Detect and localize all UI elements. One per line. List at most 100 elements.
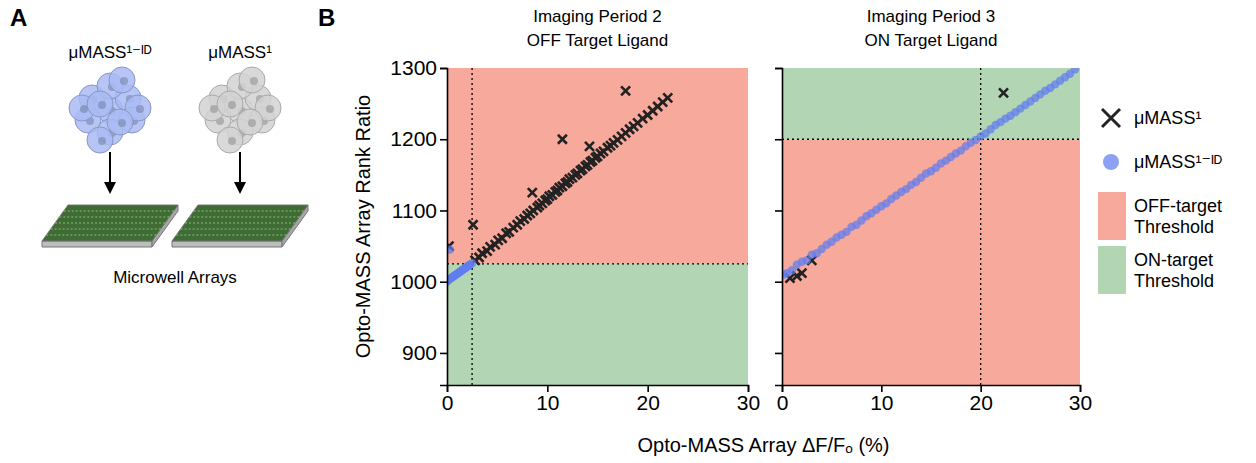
cell-cluster bbox=[199, 67, 281, 153]
arrow-shaft bbox=[109, 152, 111, 186]
axis-line bbox=[448, 386, 749, 393]
tick-label: 10 bbox=[536, 391, 559, 414]
threshold-line bbox=[782, 139, 1080, 140]
figure: ABμMASS¹⁻ᴵᴰμMASS¹Microwell Arrays0102030… bbox=[0, 0, 1256, 463]
plate-top bbox=[172, 205, 308, 241]
tspan: ON-target bbox=[1134, 250, 1218, 270]
threshold-region bbox=[782, 139, 1080, 385]
well-row bbox=[51, 229, 161, 230]
point-x bbox=[999, 88, 1008, 97]
tick-mark bbox=[440, 353, 447, 355]
group-label: μMASS¹ bbox=[208, 43, 272, 62]
y-axis bbox=[775, 69, 783, 386]
nucleus bbox=[98, 137, 106, 145]
legend-label: OFF-target Threshold bbox=[1134, 196, 1227, 237]
cell bbox=[237, 109, 263, 135]
diagram: μMASS¹⁻ᴵᴰ μMASS¹ Microwell Arrays bbox=[42, 43, 308, 287]
tick: 20 bbox=[636, 385, 659, 414]
plot-area bbox=[782, 68, 1080, 385]
tick-mark bbox=[440, 139, 447, 141]
tick: 10 bbox=[536, 385, 559, 414]
tick-label: 1200 bbox=[390, 127, 437, 150]
nucleus bbox=[120, 77, 128, 85]
axis-line bbox=[783, 386, 1081, 393]
well-row bbox=[194, 211, 304, 212]
tick bbox=[775, 282, 782, 283]
point-x bbox=[621, 86, 630, 95]
diagram-caption: Microwell Arrays bbox=[113, 268, 237, 287]
well-row bbox=[64, 211, 174, 212]
legend-swatch bbox=[1098, 192, 1126, 240]
well-row bbox=[185, 223, 295, 224]
tick-label: 1300 bbox=[390, 56, 437, 79]
tick: 20 bbox=[969, 385, 992, 414]
series bbox=[785, 88, 1008, 282]
tick: 1000 bbox=[390, 270, 447, 293]
nucleus bbox=[228, 137, 236, 145]
tick-mark bbox=[440, 281, 447, 283]
x-axis-title: Opto-MASS Array ΔF/Fₒ (%) bbox=[637, 434, 889, 456]
arrow-head bbox=[104, 182, 116, 194]
y-axis-title: Opto-MASS Array Rank Ratio bbox=[352, 95, 374, 358]
threshold-line bbox=[980, 68, 981, 385]
nucleus bbox=[118, 119, 126, 127]
tick: 1200 bbox=[390, 127, 447, 150]
y-axis: 900 1000 1100 1200 1300 bbox=[390, 56, 447, 385]
tick: 1100 bbox=[392, 199, 447, 222]
group-label: μMASS¹⁻ᴵᴰ bbox=[68, 43, 151, 62]
axis-line bbox=[775, 69, 783, 386]
tick: 0 bbox=[777, 385, 789, 414]
tick: 30 bbox=[1069, 385, 1092, 414]
tspan: OFF-target bbox=[1134, 196, 1227, 216]
nucleus bbox=[248, 119, 256, 127]
well-row bbox=[46, 235, 156, 236]
cell bbox=[239, 67, 265, 93]
chart-title: Imaging Period 3 bbox=[867, 7, 996, 26]
tick-label: 10 bbox=[870, 391, 893, 414]
tick-label: 20 bbox=[969, 391, 992, 414]
tick-mark bbox=[775, 210, 782, 212]
panel-label: A bbox=[10, 4, 27, 31]
legend-marker bbox=[1103, 154, 1119, 170]
series bbox=[782, 68, 1079, 279]
nucleus bbox=[266, 105, 274, 113]
series bbox=[447, 86, 672, 265]
tick-label: 30 bbox=[1069, 391, 1092, 414]
well-row bbox=[55, 223, 165, 224]
point-x bbox=[469, 220, 478, 229]
tick: 30 bbox=[737, 385, 760, 414]
legend-marker bbox=[1102, 109, 1120, 127]
well-row bbox=[176, 235, 286, 236]
nucleus bbox=[136, 105, 144, 113]
cell bbox=[107, 109, 133, 135]
point-x bbox=[585, 142, 594, 151]
nucleus bbox=[98, 101, 106, 109]
tick bbox=[775, 210, 782, 211]
threshold-region bbox=[782, 68, 1080, 139]
tick-label: 900 bbox=[402, 341, 437, 364]
tick-label: 0 bbox=[442, 391, 454, 414]
tick-label: 20 bbox=[636, 391, 659, 414]
cell bbox=[109, 67, 135, 93]
legend: μMASS¹μMASS¹⁻ᴵᴰOFF-target ThresholdON-ta… bbox=[1098, 108, 1227, 294]
tick bbox=[775, 68, 782, 69]
arrow-head bbox=[234, 182, 246, 194]
tick bbox=[775, 353, 782, 354]
tick bbox=[775, 139, 782, 140]
cell bbox=[87, 127, 113, 153]
legend-swatch bbox=[1098, 246, 1126, 294]
plate-side bbox=[42, 241, 152, 247]
tick-label: 1100 bbox=[392, 199, 437, 222]
series bbox=[447, 245, 476, 285]
point bbox=[468, 259, 476, 267]
tick-label: 30 bbox=[737, 391, 760, 414]
tick-mark bbox=[775, 68, 782, 70]
tick: 10 bbox=[870, 385, 893, 414]
threshold-line bbox=[447, 263, 748, 264]
cell bbox=[87, 91, 113, 117]
tspan: Threshold bbox=[1134, 271, 1214, 291]
nucleus bbox=[250, 77, 258, 85]
cell bbox=[217, 127, 243, 153]
point-x bbox=[528, 188, 537, 197]
legend-label: μMASS¹⁻ᴵᴰ bbox=[1134, 152, 1222, 172]
